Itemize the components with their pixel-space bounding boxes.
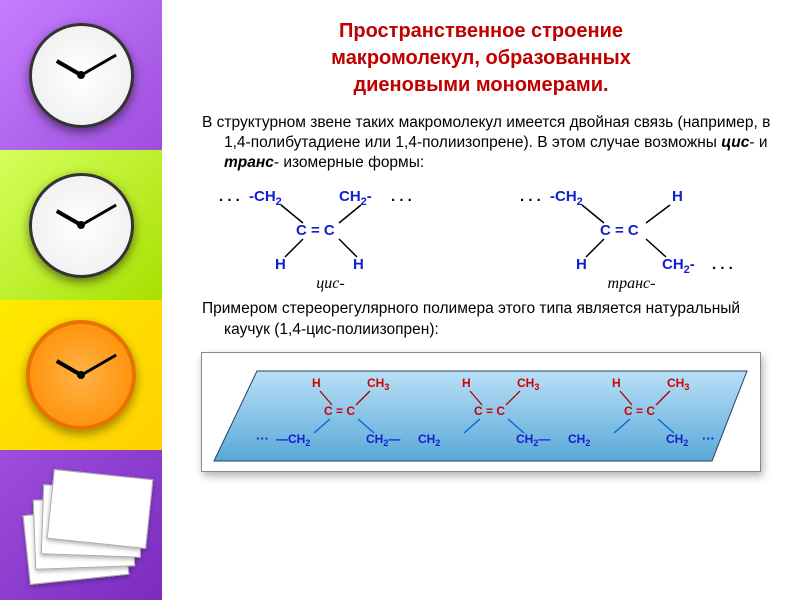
title-line: Пространственное строение xyxy=(339,20,623,42)
svg-text:. . .: . . . xyxy=(712,256,733,273)
trans-label: транс- xyxy=(512,275,752,293)
cis-structure-svg: . . . -CH2 CH2- . . . C = C H H xyxy=(211,183,451,273)
svg-text:H: H xyxy=(672,188,683,205)
tile-papers xyxy=(0,450,162,600)
trans-structure-svg: . . . -CH2 H C = C H CH2- . . . xyxy=(512,183,752,273)
svg-text:. . .: . . . xyxy=(219,188,240,205)
svg-text:. . .: . . . xyxy=(391,188,412,205)
svg-text:CH2-: CH2- xyxy=(662,256,695,273)
title-line: диеновыми мономерами. xyxy=(353,74,608,96)
svg-text:H: H xyxy=(612,376,621,390)
text: В структурном звене таких макромолекул и… xyxy=(202,114,770,151)
tile-clock-yellow xyxy=(0,300,162,450)
svg-text:-CH2: -CH2 xyxy=(249,188,282,208)
slide-content: Пространственное строение макромолекул, … xyxy=(162,0,800,600)
decorative-sidebar xyxy=(0,0,162,600)
clock-icon xyxy=(29,23,134,128)
svg-text:H: H xyxy=(312,376,321,390)
svg-text:-CH2: -CH2 xyxy=(550,188,583,208)
svg-text:—CH2: —CH2 xyxy=(276,432,310,448)
clock-icon xyxy=(29,173,134,278)
svg-text:CH2—: CH2— xyxy=(516,432,550,448)
svg-text:H: H xyxy=(462,376,471,390)
svg-text:CH2-: CH2- xyxy=(339,188,372,208)
svg-text:···: ··· xyxy=(702,431,715,446)
svg-text:H: H xyxy=(576,256,587,273)
svg-text:. . .: . . . xyxy=(520,188,541,205)
slide-title: Пространственное строение макромолекул, … xyxy=(180,18,782,99)
svg-text:C = C: C = C xyxy=(474,404,505,418)
trans-formula: . . . -CH2 H C = C H CH2- . . . транс- xyxy=(512,183,752,293)
trans-emphasis: транс xyxy=(224,154,274,171)
tile-clock-purple xyxy=(0,0,162,150)
text: - изомерные формы: xyxy=(274,154,424,171)
svg-text:C = C: C = C xyxy=(624,404,655,418)
polymer-diagram-wrap: H CH3 C = C ··· —CH2 CH2— H CH3 C = C CH… xyxy=(180,352,782,472)
svg-text:H: H xyxy=(353,256,364,273)
svg-text:H: H xyxy=(275,256,286,273)
paragraph-1: В структурном звене таких макромолекул и… xyxy=(180,113,782,173)
cis-emphasis: цис xyxy=(721,134,749,151)
title-line: макромолекул, образованных xyxy=(331,47,631,69)
svg-text:CH2—: CH2— xyxy=(366,432,400,448)
svg-text:C = C: C = C xyxy=(600,222,639,239)
cis-formula: . . . -CH2 CH2- . . . C = C H H цис- xyxy=(211,183,451,293)
polymer-3d-diagram: H CH3 C = C ··· —CH2 CH2— H CH3 C = C CH… xyxy=(201,352,761,472)
svg-text:C = C: C = C xyxy=(296,222,335,239)
paragraph-2: Примером стереорегулярного полимера этог… xyxy=(180,299,782,339)
svg-text:···: ··· xyxy=(256,431,269,446)
tile-clock-green xyxy=(0,150,162,300)
cis-label: цис- xyxy=(211,275,451,293)
isomer-formulas: . . . -CH2 CH2- . . . C = C H H цис- . .… xyxy=(180,183,782,293)
text: - и xyxy=(749,134,767,151)
papers-icon xyxy=(16,470,146,580)
clock-icon xyxy=(26,320,136,430)
svg-text:C = C: C = C xyxy=(324,404,355,418)
